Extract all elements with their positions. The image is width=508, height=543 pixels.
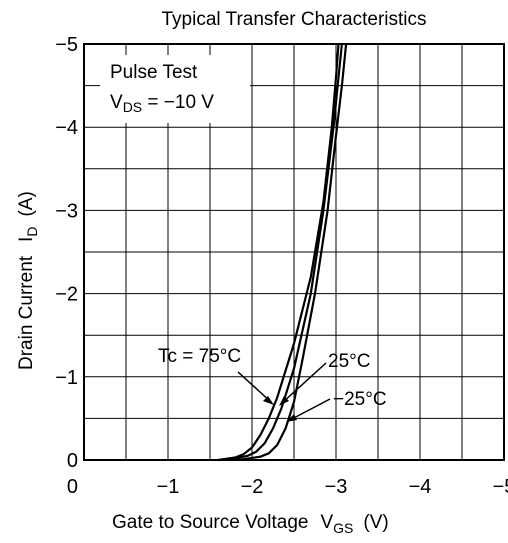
y-tick-label: −4 [55,117,78,139]
series-label-75c: Tc = 75°C [158,346,274,405]
arrowhead-25c [279,396,289,406]
x-tick-label: 0 [67,476,78,498]
plot-frame [83,43,505,461]
leader-arrow-minus25c [289,398,331,421]
y-tick-labels: 0 −1 −2 −3 −4 −5 [55,34,78,472]
arrowhead-minus25c [286,414,297,422]
grid-lines [84,44,504,460]
annotation-box [100,55,250,123]
x-tick-label: −2 [241,476,264,498]
svg-text:Tc = 75°C: Tc = 75°C [158,346,241,367]
annotation-pulse-test: Pulse Test [110,62,198,83]
series-line-1 [218,43,343,462]
svg-text:25°C: 25°C [328,351,370,372]
leader-arrow-75c [237,371,272,403]
series-label-minus25c: −25°C [286,389,387,422]
y-tick-label: 0 [67,450,78,472]
y-tick-label: −5 [55,34,78,56]
series-line-2 [218,43,348,462]
x-tick-label: −1 [157,476,180,498]
chart-title: Typical Transfer Characteristics [161,9,426,30]
y-axis-label: Drain CurrentID(A) [16,191,40,370]
arrowhead-75c [263,396,274,405]
series-line-0 [218,43,340,462]
x-tick-labels: 0 −1 −2 −3 −4 −5 [67,476,508,498]
annotation-vds: VDS = −10 V [110,92,214,115]
leader-arrow-25c [281,362,327,404]
y-tick-label: −3 [55,200,78,222]
x-tick-label: −4 [409,476,432,498]
x-tick-label: −5 [493,476,508,498]
y-tick-label: −1 [55,367,78,389]
y-tick-label: −2 [55,284,78,306]
x-axis-label: Gate to Source Voltage VGS (V) [112,512,389,536]
curves [218,43,348,462]
x-tick-label: −3 [325,476,348,498]
svg-text:−25°C: −25°C [333,389,387,410]
series-label-25c: 25°C [279,351,370,406]
